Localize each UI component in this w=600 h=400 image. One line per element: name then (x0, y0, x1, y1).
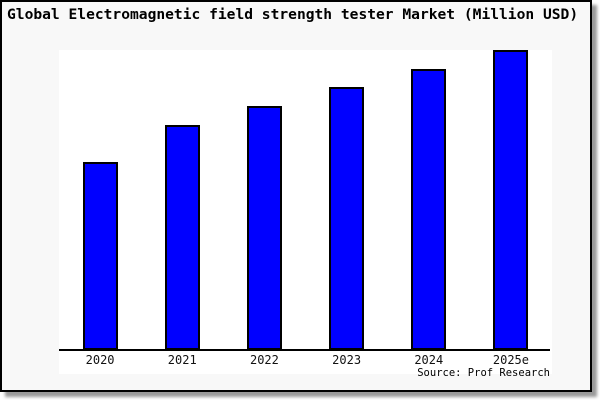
bar-2025e (493, 50, 529, 350)
x-axis-labels: 2020 2021 2022 2023 2024 2025e (59, 353, 552, 368)
x-tick-label-2021: 2021 (167, 353, 197, 367)
chart-title: Global Electromagnetic field strength te… (7, 6, 579, 23)
x-tick-label-2023: 2023 (332, 353, 362, 367)
x-tick-label-2020: 2020 (85, 353, 115, 367)
bar-2023 (329, 87, 365, 350)
x-tick-label-2022: 2022 (249, 353, 279, 367)
bar-2022 (246, 106, 282, 350)
x-tick-label-2025e: 2025e (492, 353, 529, 367)
bar-slot-2024 (388, 50, 470, 350)
bar-2020 (82, 162, 118, 350)
bars-container (59, 50, 552, 350)
bar-slot-2021 (141, 50, 223, 350)
x-axis-line (59, 349, 550, 351)
plot-area: 2020 2021 2022 2023 2024 2025e (59, 50, 552, 374)
chart-frame: Global Electromagnetic field strength te… (0, 0, 592, 392)
bar-slot-2020 (59, 50, 141, 350)
bar-2024 (411, 69, 447, 350)
bar-slot-2022 (223, 50, 305, 350)
x-tick-label-2024: 2024 (414, 353, 444, 367)
bar-slot-2023 (306, 50, 388, 350)
source-text: Source: Prof Research (417, 367, 550, 379)
bar-slot-2025e (470, 50, 552, 350)
bar-2021 (164, 125, 200, 350)
